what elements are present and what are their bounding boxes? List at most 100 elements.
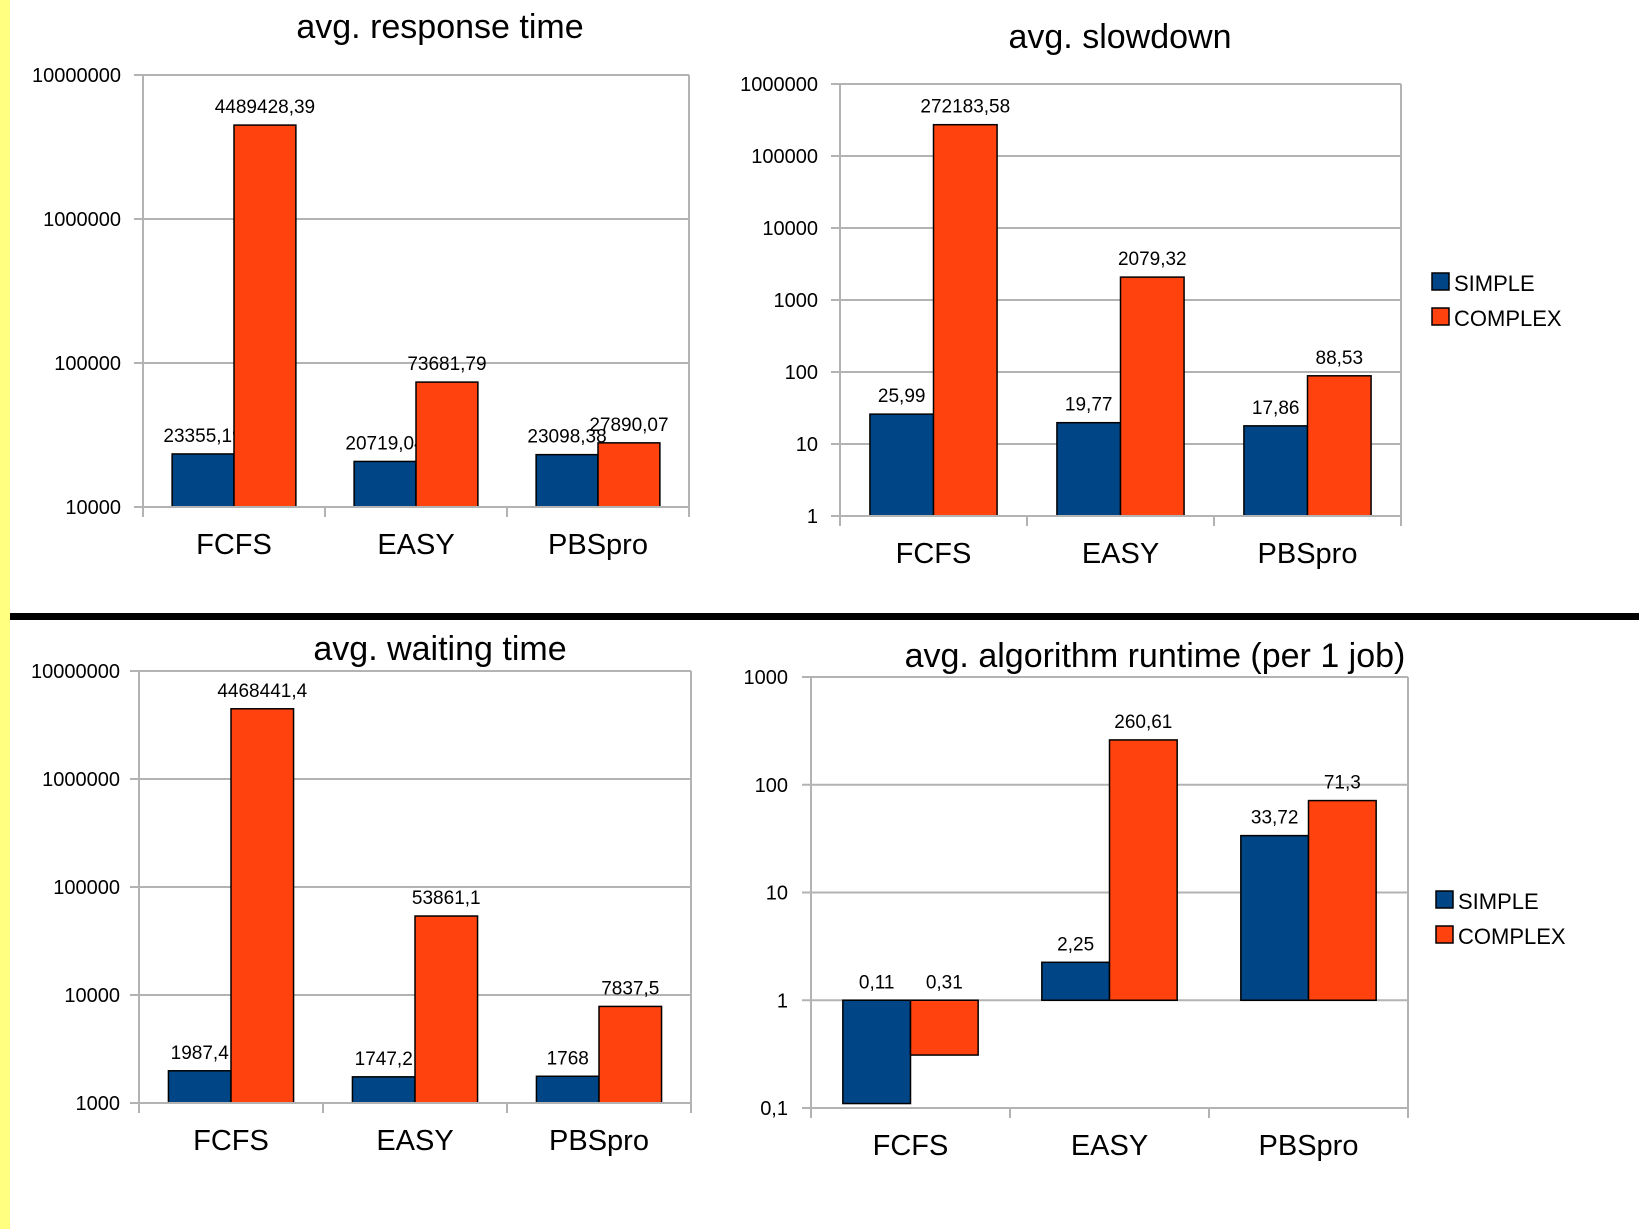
y-tick-label: 1 bbox=[807, 506, 818, 528]
data-label: 25,99 bbox=[878, 386, 926, 407]
data-label: 33,72 bbox=[1251, 808, 1299, 829]
category-label: PBSpro bbox=[1258, 538, 1358, 570]
y-tick-label: 1 bbox=[777, 990, 788, 1012]
legend-label: COMPLEX bbox=[1458, 924, 1566, 949]
bar-complex bbox=[233, 124, 297, 508]
bar-simple bbox=[1041, 961, 1111, 1001]
legend-label: COMPLEX bbox=[1454, 306, 1562, 331]
y-tick-label: 0,1 bbox=[760, 1098, 788, 1120]
bar-simple bbox=[1056, 421, 1122, 517]
data-label: 4489428,39 bbox=[215, 97, 315, 118]
legend-swatch-complex bbox=[1435, 925, 1454, 944]
data-label: 4468441,4 bbox=[217, 681, 307, 702]
data-label: 260,61 bbox=[1114, 712, 1172, 733]
legend-label: SIMPLE bbox=[1458, 889, 1539, 914]
data-label: 23355,19 bbox=[163, 426, 242, 447]
category-label: FCFS bbox=[193, 1125, 269, 1157]
legend: SIMPLE COMPLEX bbox=[1435, 889, 1566, 949]
legend-swatch-simple bbox=[1431, 272, 1450, 291]
data-label: 2079,32 bbox=[1118, 249, 1187, 270]
data-label: 20719,04 bbox=[345, 433, 425, 454]
y-tick-label: 10 bbox=[766, 883, 788, 905]
bar-complex bbox=[1306, 375, 1372, 517]
side-strip bbox=[0, 0, 10, 1229]
data-label: 0,11 bbox=[859, 972, 895, 993]
y-tick-label: 100 bbox=[785, 362, 818, 384]
bar-complex bbox=[1307, 799, 1377, 1001]
legend-label: SIMPLE bbox=[1454, 271, 1535, 296]
y-tick-label: 1000000 bbox=[740, 74, 818, 96]
data-label: 272183,58 bbox=[920, 97, 1010, 118]
category-label: EASY bbox=[1082, 538, 1159, 570]
data-label: 88,53 bbox=[1316, 348, 1364, 369]
category-label: EASY bbox=[1071, 1130, 1148, 1162]
y-tick-label: 1000000 bbox=[42, 769, 120, 791]
y-tick-label: 10000 bbox=[64, 985, 120, 1007]
bar-complex bbox=[909, 999, 979, 1056]
bar-complex bbox=[597, 442, 661, 508]
category-label: FCFS bbox=[196, 529, 272, 561]
y-tick-label: 10000000 bbox=[31, 661, 120, 683]
y-tick-label: 1000 bbox=[76, 1093, 121, 1115]
y-tick-label: 1000000 bbox=[43, 209, 121, 231]
category-label: FCFS bbox=[873, 1130, 949, 1162]
chart-title: avg. response time bbox=[296, 8, 583, 46]
legend-swatch-complex bbox=[1431, 307, 1450, 326]
legend-swatch-simple bbox=[1435, 890, 1454, 909]
data-label: 53861,1 bbox=[412, 888, 481, 909]
data-label: 2,25 bbox=[1057, 934, 1094, 955]
bar-simple bbox=[1240, 834, 1310, 1001]
bar-complex bbox=[230, 708, 295, 1104]
y-tick-label: 100000 bbox=[54, 353, 121, 375]
data-label: 19,77 bbox=[1065, 395, 1113, 416]
y-tick-label: 10000 bbox=[762, 218, 818, 240]
chart-title: avg. waiting time bbox=[313, 630, 566, 668]
y-tick-label: 10 bbox=[796, 434, 818, 456]
category-label: PBSpro bbox=[549, 1125, 649, 1157]
category-label: PBSpro bbox=[548, 529, 648, 561]
data-label: 7837,5 bbox=[601, 978, 659, 999]
bar-simple bbox=[353, 460, 417, 508]
bar-simple bbox=[535, 453, 599, 508]
bar-simple bbox=[869, 413, 935, 517]
bar-simple bbox=[167, 1070, 232, 1104]
chart-0: avg. response time 10000 100000 1000000 1000… bbox=[32, 8, 690, 561]
category-label: FCFS bbox=[896, 538, 972, 570]
bar-simple bbox=[842, 999, 912, 1105]
data-label: 0,31 bbox=[926, 972, 963, 993]
category-label: PBSpro bbox=[1259, 1130, 1359, 1162]
y-tick-label: 100 bbox=[755, 775, 788, 797]
chart-title: avg. algorithm runtime (per 1 job) bbox=[905, 637, 1406, 675]
y-tick-label: 100000 bbox=[751, 146, 818, 168]
data-label: 17,86 bbox=[1252, 398, 1300, 419]
bar-complex bbox=[415, 381, 479, 508]
y-tick-label: 100000 bbox=[53, 877, 120, 899]
bar-complex bbox=[1119, 276, 1185, 517]
bar-complex bbox=[1108, 739, 1178, 1001]
bar-complex bbox=[932, 123, 998, 517]
data-label: 1768 bbox=[547, 1048, 589, 1069]
chart-title: avg. slowdown bbox=[1008, 18, 1231, 56]
bar-simple bbox=[351, 1076, 416, 1104]
data-label: 71,3 bbox=[1324, 773, 1361, 794]
legend: SIMPLE COMPLEX bbox=[1431, 271, 1562, 331]
horizontal-divider bbox=[10, 613, 1639, 620]
data-label: 1987,4 bbox=[171, 1043, 230, 1064]
y-tick-label: 10000 bbox=[65, 497, 121, 519]
bar-complex bbox=[414, 915, 479, 1104]
chart-3: avg. algorithm runtime (per 1 job)0,1110… bbox=[744, 637, 1566, 1162]
bar-simple bbox=[1243, 425, 1309, 517]
data-label: 73681,79 bbox=[407, 354, 486, 375]
bar-simple bbox=[171, 453, 235, 508]
chart-1: avg. slowdown 1 10 100 1000 10000 100000 100000… bbox=[740, 18, 1562, 570]
y-tick-label: 1000 bbox=[774, 290, 819, 312]
data-label: 27890,07 bbox=[589, 415, 668, 436]
bar-complex bbox=[598, 1005, 663, 1104]
data-label: 23098,38 bbox=[527, 427, 606, 448]
data-label: 1747,2 bbox=[355, 1049, 413, 1070]
category-label: EASY bbox=[376, 1125, 453, 1157]
y-tick-label: 10000000 bbox=[32, 65, 121, 87]
bar-simple bbox=[535, 1075, 600, 1104]
y-tick-label: 1000 bbox=[744, 667, 789, 689]
